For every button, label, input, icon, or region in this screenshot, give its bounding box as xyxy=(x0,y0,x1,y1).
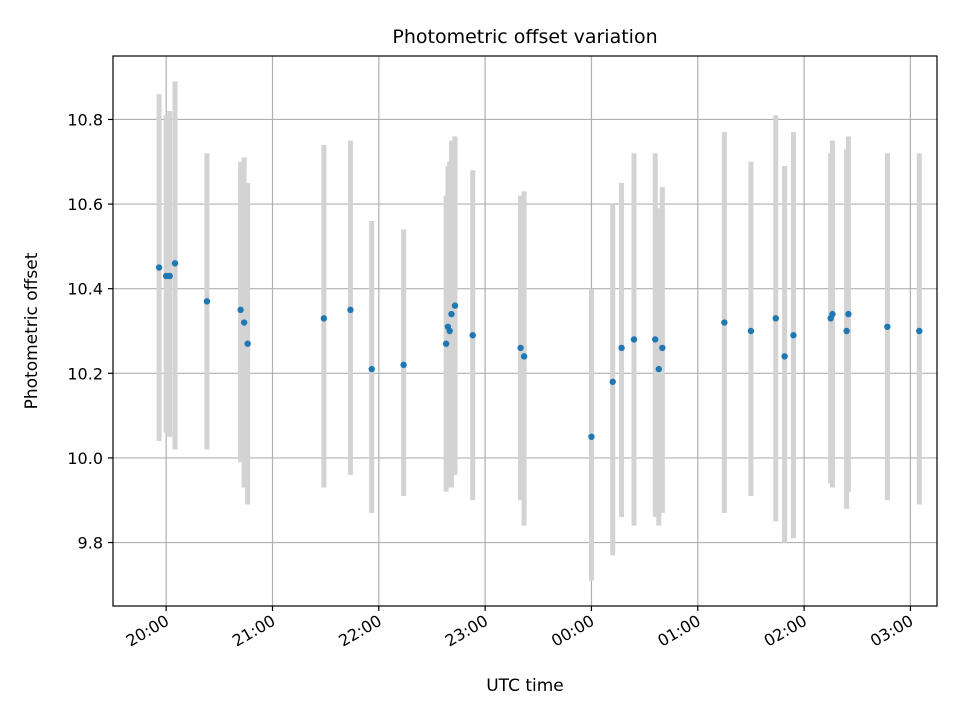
data-point xyxy=(451,302,459,309)
x-tick-label: 20:00 xyxy=(123,611,172,651)
data-point xyxy=(747,327,755,335)
errorbar-layer xyxy=(156,81,922,581)
data-point xyxy=(237,306,244,314)
y-tick-label: 10.6 xyxy=(67,195,103,214)
x-tick-label: 02:00 xyxy=(761,611,810,651)
data-point xyxy=(829,310,836,318)
y-tick-label: 10.8 xyxy=(67,110,103,129)
data-point xyxy=(171,260,179,267)
y-axis-title: Photometric offset xyxy=(22,252,42,409)
x-tick-label: 22:00 xyxy=(335,611,384,651)
data-point xyxy=(368,365,375,373)
y-tick-label: 10.0 xyxy=(67,449,103,468)
data-point xyxy=(517,344,524,352)
x-tick-label: 21:00 xyxy=(229,611,278,651)
data-point xyxy=(442,340,450,347)
data-point xyxy=(400,361,407,369)
data-point xyxy=(347,306,354,314)
data-point xyxy=(845,310,852,318)
data-point xyxy=(790,332,797,339)
x-tick-label: 23:00 xyxy=(442,611,491,651)
data-point xyxy=(588,433,595,440)
x-tick-label: 03:00 xyxy=(867,611,916,651)
x-axis-title: UTC time xyxy=(486,676,564,696)
data-point xyxy=(843,327,850,335)
data-point xyxy=(469,332,476,339)
y-tick-label: 9.8 xyxy=(78,534,103,553)
data-point xyxy=(244,340,251,347)
y-tick-label: 10.2 xyxy=(67,364,103,383)
point-layer xyxy=(155,260,923,440)
data-point xyxy=(320,315,328,322)
chart-title: Photometric offset variation xyxy=(392,26,657,48)
data-point xyxy=(618,344,625,352)
x-tick-label: 00:00 xyxy=(548,611,597,651)
data-point xyxy=(630,336,638,343)
data-point xyxy=(155,264,163,271)
data-point xyxy=(916,327,923,335)
data-point xyxy=(448,310,455,318)
data-point xyxy=(884,323,891,330)
x-tick-label: 01:00 xyxy=(654,611,703,651)
y-tick-label: 10.4 xyxy=(67,280,103,299)
data-point xyxy=(609,378,616,385)
data-point xyxy=(652,336,659,343)
data-point xyxy=(721,319,728,326)
plot-frame xyxy=(112,55,938,607)
data-point xyxy=(655,365,662,373)
data-point xyxy=(772,315,779,322)
data-point xyxy=(446,327,453,335)
tick-layer: 20:00 21:00 22:00 23:00 00:00 01:00 02:00 03:00… xyxy=(67,110,916,650)
data-point xyxy=(240,319,248,326)
data-point xyxy=(203,298,211,305)
data-point xyxy=(166,272,173,280)
data-point xyxy=(781,353,788,360)
data-point xyxy=(520,353,528,360)
data-point xyxy=(659,344,666,352)
